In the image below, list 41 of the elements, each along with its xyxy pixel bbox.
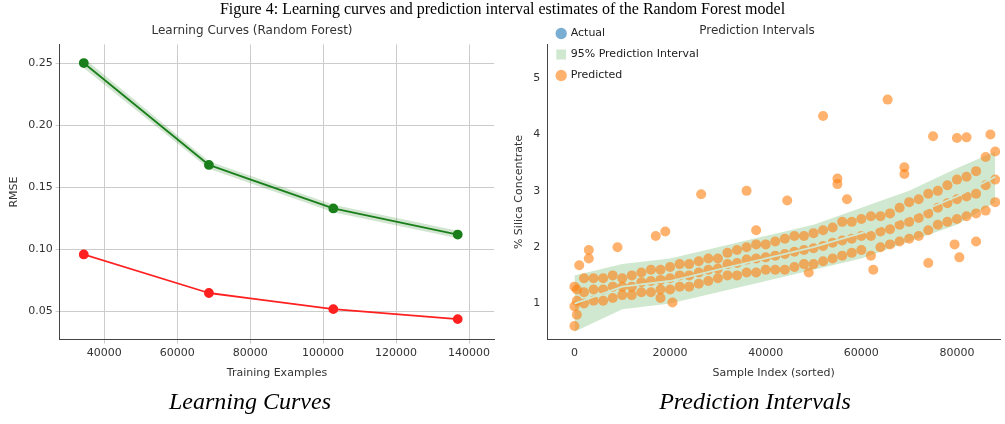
y-tick-label: 0.20 (28, 118, 53, 132)
y-tick-label: 1 (533, 296, 541, 310)
x-tick-label: 80000 (939, 346, 975, 360)
point (78, 249, 89, 260)
x-tick-label: 60000 (159, 346, 195, 360)
y-tick-label: 0.05 (28, 304, 53, 318)
y-tick-label: 5 (533, 71, 541, 85)
point (328, 304, 339, 315)
y-tick-label: 2 (533, 240, 541, 254)
x-tick-label: 120000 (375, 346, 418, 360)
x-tick-label: 20000 (652, 346, 688, 360)
y-tick-label: 4 (533, 127, 541, 141)
x-tick-label: 80000 (232, 346, 268, 360)
text: Prediction Intervals (658, 388, 852, 415)
y-tick-label: 0.15 (28, 180, 53, 194)
legend-label: Predicted (570, 68, 623, 82)
y-tick-label: 0.10 (28, 242, 53, 256)
x-tick-label: 140000 (448, 346, 491, 360)
chart-title: Prediction Intervals (699, 23, 815, 38)
legend-label: 95% Prediction Interval (570, 47, 699, 61)
x-axis-title: Sample Index (sorted) (712, 366, 835, 380)
y-tick-label: 0.25 (28, 55, 53, 69)
x-axis-title: Training Examples (225, 366, 328, 380)
y-tick-label: 3 (533, 183, 541, 197)
point (452, 229, 463, 240)
text: Learning Curves (168, 388, 332, 415)
y-axis-title: RMSE (7, 176, 21, 208)
point (328, 203, 339, 214)
point (78, 58, 89, 68)
point (204, 160, 214, 170)
legend-label: Actual (570, 26, 606, 40)
x-tick-label: 40000 (86, 346, 122, 360)
x-tick-label: 100000 (302, 346, 345, 360)
x-tick-label: 40000 (748, 346, 784, 360)
caption: Figure 4: Learning curves and prediction interval estimates of the Random Forest model (218, 0, 787, 18)
point (204, 288, 214, 298)
chart-title: Learning Curves (Random Forest) (151, 23, 353, 38)
point (452, 314, 463, 324)
x-tick-label: 0 (570, 346, 578, 360)
y-axis-title: % Silica Concentrate (512, 134, 526, 250)
x-tick-label: 60000 (843, 346, 879, 360)
